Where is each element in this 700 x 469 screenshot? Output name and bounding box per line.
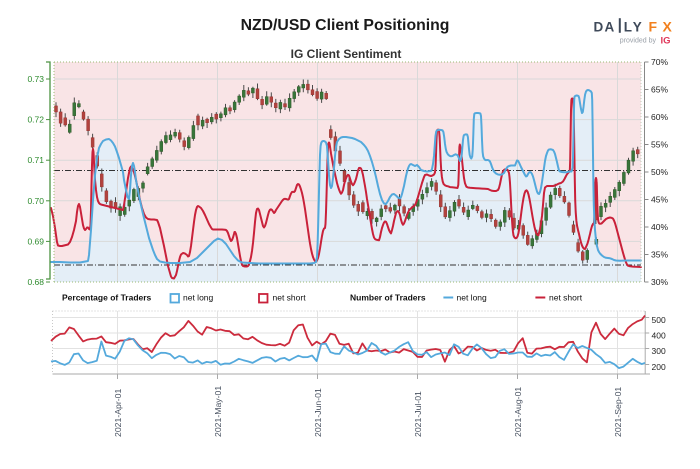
svg-text:2021-Jun-01: 2021-Jun-01 xyxy=(313,388,323,437)
svg-text:35%: 35% xyxy=(651,250,668,260)
svg-text:65%: 65% xyxy=(651,85,668,95)
svg-text:0.73: 0.73 xyxy=(27,74,44,84)
svg-text:70%: 70% xyxy=(651,57,668,67)
svg-text:net long: net long xyxy=(183,293,214,303)
svg-text:Y: Y xyxy=(633,20,642,35)
svg-text:X: X xyxy=(663,19,673,35)
svg-text:2021-May-01: 2021-May-01 xyxy=(213,386,223,437)
svg-text:60%: 60% xyxy=(651,112,668,122)
svg-text:provided by: provided by xyxy=(620,38,657,45)
svg-text:Number of Traders: Number of Traders xyxy=(350,293,426,303)
svg-text:0.71: 0.71 xyxy=(27,155,44,165)
svg-text:net long: net long xyxy=(457,293,488,303)
svg-text:300: 300 xyxy=(652,346,666,356)
svg-text:2021-Apr-01: 2021-Apr-01 xyxy=(113,389,123,437)
svg-text:200: 200 xyxy=(652,362,666,372)
svg-text:40%: 40% xyxy=(651,222,668,232)
svg-text:F: F xyxy=(649,19,658,35)
svg-text:0.69: 0.69 xyxy=(27,236,44,246)
svg-text:L: L xyxy=(624,20,632,35)
svg-text:Percentage of Traders: Percentage of Traders xyxy=(62,293,152,303)
svg-text:D: D xyxy=(594,20,604,35)
svg-text:IG Client Sentiment: IG Client Sentiment xyxy=(291,47,402,61)
svg-text:2021-Jul-01: 2021-Jul-01 xyxy=(413,391,423,437)
svg-text:0.68: 0.68 xyxy=(27,277,44,287)
svg-text:30%: 30% xyxy=(651,277,668,287)
svg-text:500: 500 xyxy=(652,315,666,325)
svg-text:55%: 55% xyxy=(651,140,668,150)
svg-text:0.72: 0.72 xyxy=(27,115,44,125)
svg-text:IG: IG xyxy=(661,36,671,47)
svg-text:400: 400 xyxy=(652,331,666,341)
svg-text:A: A xyxy=(605,20,615,35)
svg-text:45%: 45% xyxy=(651,195,668,205)
svg-text:net short: net short xyxy=(549,293,583,303)
svg-text:2021-Sep-01: 2021-Sep-01 xyxy=(613,387,623,437)
svg-text:2021-Aug-01: 2021-Aug-01 xyxy=(513,387,523,437)
svg-text:net short: net short xyxy=(273,293,307,303)
svg-text:0.70: 0.70 xyxy=(27,196,44,206)
svg-text:50%: 50% xyxy=(651,167,668,177)
svg-text:NZD/USD Client Positioning: NZD/USD Client Positioning xyxy=(241,17,450,34)
